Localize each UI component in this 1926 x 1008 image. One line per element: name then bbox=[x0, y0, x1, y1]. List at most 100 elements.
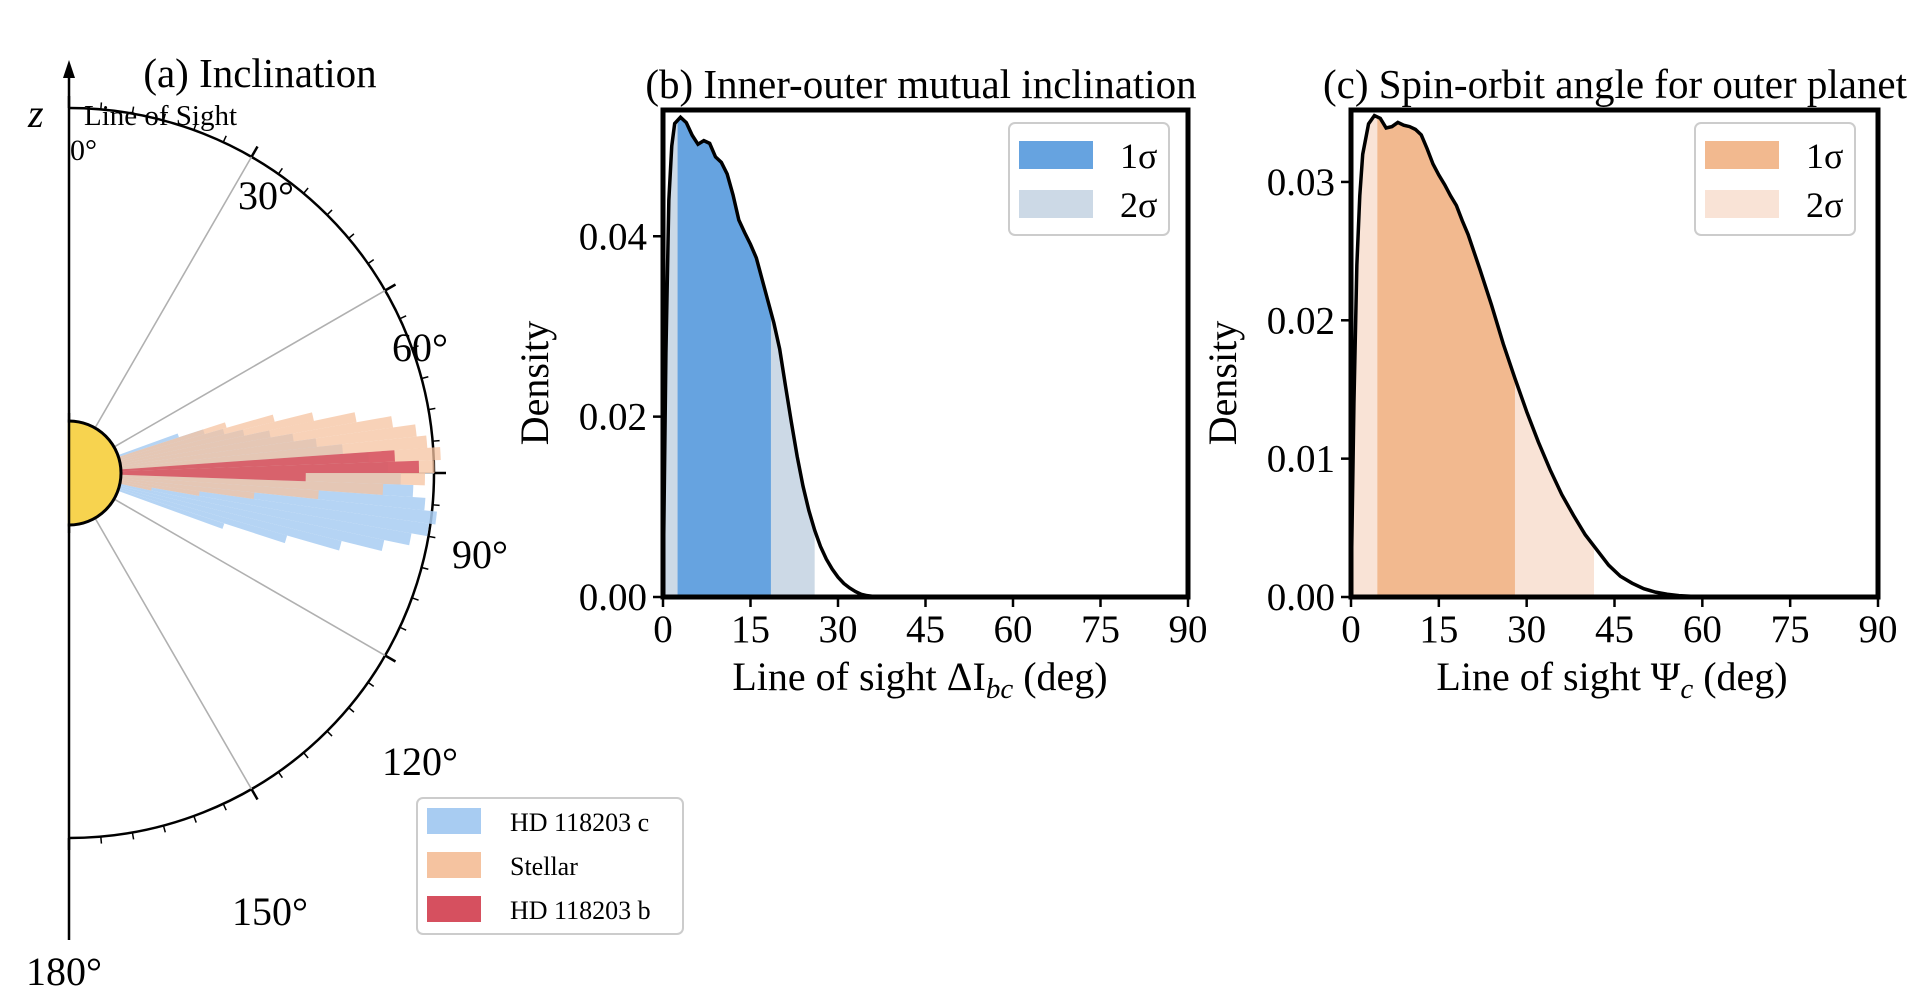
polar-arc-tick bbox=[303, 187, 309, 194]
y-tick-label: 0.02 bbox=[1267, 299, 1335, 342]
x-tick-label: 45 bbox=[906, 608, 945, 651]
legend-a-swatch-b bbox=[427, 896, 481, 922]
x-tick-label: 75 bbox=[1771, 608, 1810, 651]
legend-c: 1σ 2σ bbox=[1694, 122, 1856, 236]
panel-c-ylabel: Density bbox=[1200, 321, 1245, 445]
polar-arc-tick bbox=[326, 730, 333, 737]
one-sigma-region bbox=[1377, 116, 1515, 598]
polar-arc-tick bbox=[277, 167, 283, 175]
x-tick-label: 15 bbox=[731, 608, 770, 651]
star-mask bbox=[0, 413, 68, 533]
legend-c-swatch-1sigma bbox=[1705, 141, 1779, 169]
polar-bar-stellar bbox=[69, 473, 319, 500]
polar-angle-label: 60° bbox=[392, 325, 448, 370]
polar-arc-tick bbox=[428, 535, 436, 539]
panel-b-xlabel: Line of sight ΔIbc (deg) bbox=[732, 654, 1107, 705]
polar-bar-hd-118203-c bbox=[69, 473, 412, 546]
polar-arc-tick bbox=[100, 836, 103, 844]
polar-arc-tick bbox=[428, 407, 436, 411]
polar-angle-label: 120° bbox=[382, 739, 458, 784]
panel-b-sigma-fills bbox=[663, 117, 815, 597]
x-tick-label: 30 bbox=[1507, 608, 1546, 651]
legend-a-label-stellar: Stellar bbox=[510, 852, 578, 881]
polar-arc-tick bbox=[277, 771, 283, 779]
polar-bar-hd-118203-c bbox=[69, 473, 288, 544]
legend-a: HD 118203 c Stellar HD 118203 b bbox=[416, 797, 684, 935]
polar-arc-tick bbox=[367, 259, 375, 265]
panel-b-y-ticks: 0.00 0.02 0.04 bbox=[579, 215, 663, 619]
z-axis-label: z bbox=[27, 91, 44, 136]
x-tick-label: 60 bbox=[994, 608, 1033, 651]
legend-b-swatch-1sigma bbox=[1019, 141, 1093, 169]
x-tick-label: 30 bbox=[819, 608, 858, 651]
polar-arc-tick bbox=[411, 345, 419, 349]
polar-arc-tick bbox=[399, 315, 407, 320]
polar-angle-label: 180° bbox=[26, 949, 102, 994]
polar-bar-hd-118203-b bbox=[69, 450, 395, 473]
y-tick-label: 0.00 bbox=[579, 576, 647, 619]
legend-b-swatch-2sigma bbox=[1019, 190, 1093, 218]
panel-c-x-ticks: 0 15 30 45 60 75 90 bbox=[1341, 597, 1898, 651]
polar-grid-line bbox=[68, 472, 386, 657]
polar-bar-stellar bbox=[69, 473, 384, 495]
polar-arc-tick bbox=[222, 803, 227, 811]
polar-arc-tick bbox=[432, 439, 440, 442]
x-tick-label: 75 bbox=[1081, 608, 1120, 651]
y-tick-label: 0.00 bbox=[1267, 576, 1335, 619]
polar-bar-hd-118203-b bbox=[69, 473, 306, 482]
polar-angle-label: 150° bbox=[232, 889, 308, 934]
polar-angle-label: 90° bbox=[452, 532, 508, 577]
polar-arc-tick bbox=[421, 375, 429, 380]
x-tick-label: 60 bbox=[1683, 608, 1722, 651]
line-of-sight-label: Line of Sight bbox=[84, 100, 237, 132]
polar-grid-line bbox=[68, 156, 253, 474]
y-tick-label: 0.02 bbox=[579, 396, 647, 439]
polar-arc-tick bbox=[222, 135, 227, 143]
polar-bar-stellar bbox=[69, 416, 394, 473]
polar-angle-label: 30° bbox=[238, 173, 294, 218]
polar-grid-line bbox=[68, 472, 253, 790]
polar-arc-tick bbox=[384, 283, 397, 292]
polar-bar-hd-118203-b bbox=[69, 460, 419, 473]
y-tick-label: 0.04 bbox=[579, 215, 647, 258]
polar-bar-stellar bbox=[69, 435, 428, 473]
polar-arc-tick bbox=[100, 102, 103, 110]
polar-bar-hd-118203-c bbox=[69, 473, 342, 551]
legend-b-label-2sigma: 2σ bbox=[1120, 185, 1157, 225]
polar-arc-tick bbox=[193, 815, 197, 823]
panel-c-density-curve bbox=[1349, 113, 1878, 599]
panel-c-y-ticks: 0.00 0.01 0.02 0.03 bbox=[1267, 161, 1351, 619]
y-tick-label: 0.03 bbox=[1267, 161, 1335, 204]
polar-arc-tick bbox=[162, 825, 167, 833]
x-tick-label: 45 bbox=[1595, 608, 1634, 651]
polar-arc-tick bbox=[162, 113, 167, 121]
legend-a-swatch-stellar bbox=[427, 852, 481, 878]
panel-b-title: (b) Inner-outer mutual inclination bbox=[645, 61, 1196, 107]
panel-a-title: (a) Inclination bbox=[143, 50, 376, 96]
z-axis-arrow-icon bbox=[63, 60, 75, 78]
polar-arc-tick bbox=[131, 832, 135, 840]
y-tick-label: 0.01 bbox=[1267, 438, 1335, 481]
polar-arc-tick bbox=[367, 681, 375, 687]
x-tick-label: 90 bbox=[1859, 608, 1898, 651]
panel-b-x-ticks: 0 15 30 45 60 75 90 bbox=[653, 597, 1208, 651]
legend-a-label-c: HD 118203 c bbox=[510, 808, 649, 837]
polar-arc-tick bbox=[411, 597, 419, 601]
polar-grid-line bbox=[68, 289, 386, 474]
panel-c-xlabel: Line of sight Ψc (deg) bbox=[1436, 654, 1787, 705]
panel-c-title: (c) Spin-orbit angle for outer planet bbox=[1323, 61, 1908, 107]
polar-arc-tick bbox=[193, 123, 197, 131]
polar-arc-tick bbox=[250, 145, 259, 158]
polar-bar-stellar bbox=[69, 412, 357, 473]
polar-arc-tick bbox=[399, 626, 407, 631]
legend-b-label-1sigma: 1σ bbox=[1120, 136, 1157, 176]
polar-arc-tick bbox=[384, 654, 397, 663]
legend-c-label-2sigma: 2σ bbox=[1806, 185, 1843, 225]
polar-histogram-bars bbox=[69, 412, 441, 551]
x-tick-label: 90 bbox=[1169, 608, 1208, 651]
polar-arc-tick bbox=[432, 504, 440, 507]
polar-arc-tick bbox=[250, 788, 259, 801]
one-sigma-region bbox=[677, 117, 771, 597]
panel-a-inclination: (a) Inclination z Line of Sight 0° 30° 60°… bbox=[0, 50, 684, 994]
